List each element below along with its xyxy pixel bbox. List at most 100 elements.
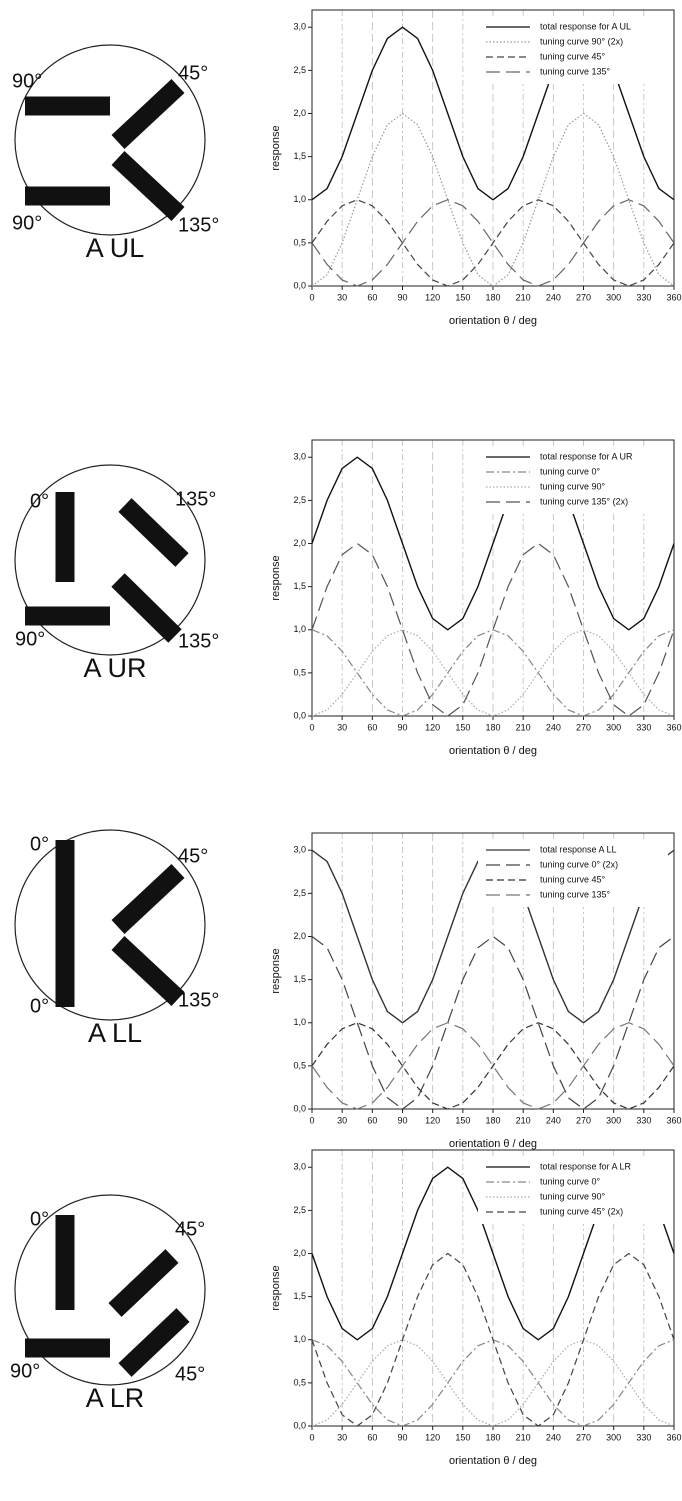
y-tick-label: 0,5	[293, 237, 306, 247]
y-tick-label: 2,0	[293, 108, 306, 118]
bar	[111, 864, 185, 934]
y-tick-label: 0,0	[293, 710, 306, 720]
y-tick-label: 3,0	[293, 452, 306, 462]
legend-label: total response for A LR	[540, 1161, 632, 1171]
circle	[14, 464, 206, 656]
angle-label: 135°	[178, 214, 219, 236]
y-tick-label: 2,0	[293, 1248, 306, 1258]
x-axis-label: orientation θ / deg	[449, 1455, 537, 1467]
y-axis-label: response	[270, 1265, 282, 1310]
angle-label: 45°	[178, 62, 208, 84]
series-line	[311, 1252, 675, 1427]
angle-label: 135°	[178, 989, 219, 1011]
bar	[118, 498, 189, 567]
circle	[14, 1194, 206, 1386]
series-line	[311, 199, 675, 287]
legend-label: total response for A UL	[540, 21, 631, 31]
bar	[111, 151, 185, 221]
legend-label: tuning curve 135°	[540, 66, 611, 76]
circle	[14, 829, 206, 1021]
angle-label: 90°	[12, 70, 42, 92]
x-tick-label: 0	[309, 1432, 314, 1442]
x-tick-label: 180	[485, 722, 500, 732]
legend-label: tuning curve 45° (2x)	[540, 1206, 623, 1216]
y-tick-label: 1,0	[293, 194, 306, 204]
legend-label: tuning curve 90°	[540, 481, 606, 491]
y-tick-label: 1,0	[293, 1017, 306, 1027]
y-tick-label: 0,0	[293, 1420, 306, 1430]
y-tick-label: 0,0	[293, 1103, 306, 1113]
x-tick-label: 270	[576, 722, 591, 732]
legend-label: tuning curve 90°	[540, 1191, 606, 1201]
x-tick-label: 0	[309, 722, 314, 732]
x-tick-label: 120	[425, 1115, 440, 1125]
x-tick-label: 120	[425, 292, 440, 302]
x-tick-label: 30	[337, 1432, 347, 1442]
legend-label: tuning curve 0° (2x)	[540, 859, 618, 869]
angle-label: 90°	[12, 212, 42, 234]
x-tick-label: 360	[666, 1432, 681, 1442]
x-tick-label: 240	[546, 722, 561, 732]
legend-label: tuning curve 0°	[540, 466, 601, 476]
x-tick-label: 90	[397, 292, 407, 302]
angle-label: 0°	[30, 833, 49, 855]
y-tick-label: 3,0	[293, 22, 306, 32]
series-line	[311, 456, 675, 631]
series-line	[311, 199, 675, 287]
y-tick-label: 1,0	[293, 624, 306, 634]
x-tick-label: 300	[606, 1432, 621, 1442]
y-tick-label: 1,0	[293, 1334, 306, 1344]
x-tick-label: 60	[367, 1432, 377, 1442]
diagram: 0° 135° 90° 135° A UR	[14, 464, 219, 683]
y-tick-label: 0,5	[293, 1377, 306, 1387]
x-tick-label: 240	[546, 1115, 561, 1125]
y-axis-label: response	[270, 948, 282, 993]
x-tick-label: 360	[666, 722, 681, 732]
legend-label: total response for A UR	[540, 451, 633, 461]
diagram: 0° 45° 0° 135° A LL	[14, 829, 219, 1048]
x-tick-label: 210	[516, 1115, 531, 1125]
legend-label: tuning curve 135°	[540, 889, 611, 899]
diagram-title: A LR	[86, 1383, 145, 1413]
x-tick-label: 240	[546, 1432, 561, 1442]
x-tick-label: 270	[576, 1432, 591, 1442]
angle-label: 0°	[30, 1208, 49, 1230]
diagram: 90° 45° 90° 135° A UL	[12, 44, 219, 263]
angle-label: 0°	[30, 995, 49, 1017]
legend-label: tuning curve 0°	[540, 1176, 601, 1186]
y-tick-label: 2,0	[293, 931, 306, 941]
series-line	[311, 629, 675, 717]
y-tick-label: 3,0	[293, 845, 306, 855]
x-axis-label: orientation θ / deg	[449, 1138, 537, 1150]
x-tick-label: 150	[455, 1432, 470, 1442]
x-tick-label: 90	[397, 722, 407, 732]
y-tick-label: 0,5	[293, 1060, 306, 1070]
x-tick-label: 30	[337, 1115, 347, 1125]
y-tick-label: 2,5	[293, 1205, 306, 1215]
x-tick-label: 90	[397, 1432, 407, 1442]
x-tick-label: 270	[576, 1115, 591, 1125]
diagram: 0° 45° 90° 45° A LR	[10, 1194, 206, 1413]
series-line	[311, 1339, 675, 1427]
y-tick-label: 1,5	[293, 974, 306, 984]
angle-label: 90°	[10, 1360, 40, 1382]
bar	[111, 573, 182, 643]
y-tick-label: 1,5	[293, 151, 306, 161]
x-tick-label: 120	[425, 722, 440, 732]
series-line	[311, 629, 675, 717]
y-tick-label: 0,0	[293, 280, 306, 290]
angle-label: 45°	[175, 1218, 205, 1240]
x-tick-label: 30	[337, 722, 347, 732]
bar	[111, 79, 185, 149]
y-tick-label: 1,5	[293, 1291, 306, 1301]
series-line	[311, 112, 675, 287]
x-tick-label: 0	[309, 1115, 314, 1125]
angle-label: 90°	[15, 628, 45, 650]
x-tick-label: 240	[546, 292, 561, 302]
x-tick-label: 210	[516, 1432, 531, 1442]
x-tick-label: 330	[636, 722, 651, 732]
angle-label: 135°	[175, 488, 216, 510]
legend-label: tuning curve 45°	[540, 51, 606, 61]
bar	[108, 1249, 179, 1317]
